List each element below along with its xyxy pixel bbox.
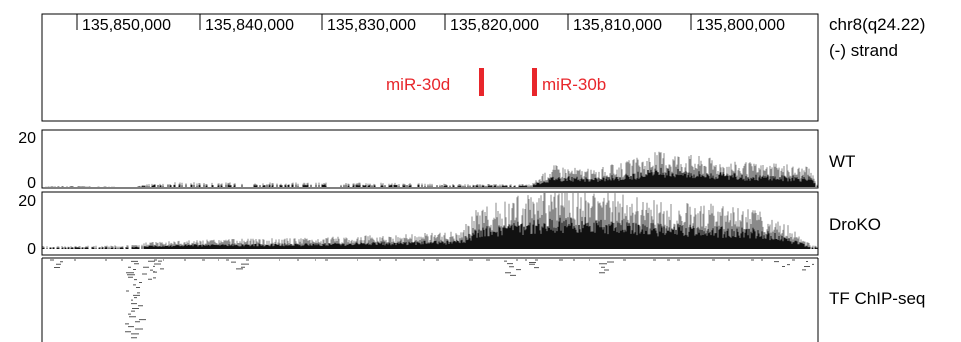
- chip-read-marks: [50, 259, 814, 339]
- coverage-signal-dark: [45, 167, 818, 187]
- strand-label: (-) strand: [829, 41, 898, 60]
- track-drokov-scale-min: 0: [27, 241, 36, 258]
- track-tf-chipseq-peaks: [50, 259, 814, 339]
- ruler-coordinate-label: 135,850,000: [82, 17, 171, 34]
- track-drokov-label: DroKO: [829, 215, 881, 234]
- ruler-frame: [41, 13, 819, 122]
- gene-mir-30b-label: miR-30b: [542, 75, 606, 94]
- track-wt-label: WT: [829, 152, 855, 171]
- track-wt-scale-min: 0: [27, 175, 36, 192]
- track-wt-scale-max: 20: [18, 130, 36, 147]
- track-wt-frame: [41, 129, 819, 189]
- track-drokov-frame: [41, 191, 819, 256]
- ruler-coordinate-label: 135,800,000: [696, 17, 785, 34]
- track-tf-chipseq: TF ChIP-seq: [41, 257, 925, 342]
- track-wt: 20 0 WT: [18, 129, 855, 192]
- track-drokov-scale-max: 20: [18, 193, 36, 210]
- gene-mir-30d-marker: [479, 68, 484, 96]
- track-drokov: 20 0 DroKO: [18, 191, 881, 258]
- gene-mir-30d-label: miR-30d: [386, 75, 450, 94]
- track-tf-chipseq-label: TF ChIP-seq: [829, 289, 925, 308]
- ruler-coordinate-label: 135,830,000: [327, 17, 416, 34]
- ruler-coordinate-label: 135,820,000: [450, 17, 539, 34]
- chromosome-location-label: chr8(q24.22): [829, 15, 925, 34]
- ruler-panel: 135,850,000 135,840,000 135,830,000 135,…: [41, 13, 925, 122]
- track-drokov-coverage: [42, 193, 818, 249]
- ruler-coordinate-label: 135,810,000: [573, 17, 662, 34]
- ruler-coordinate-label: 135,840,000: [205, 17, 294, 34]
- track-wt-coverage: [45, 151, 818, 187]
- coverage-signal-dark: [42, 217, 818, 249]
- gene-mir-30b-marker: [532, 68, 537, 96]
